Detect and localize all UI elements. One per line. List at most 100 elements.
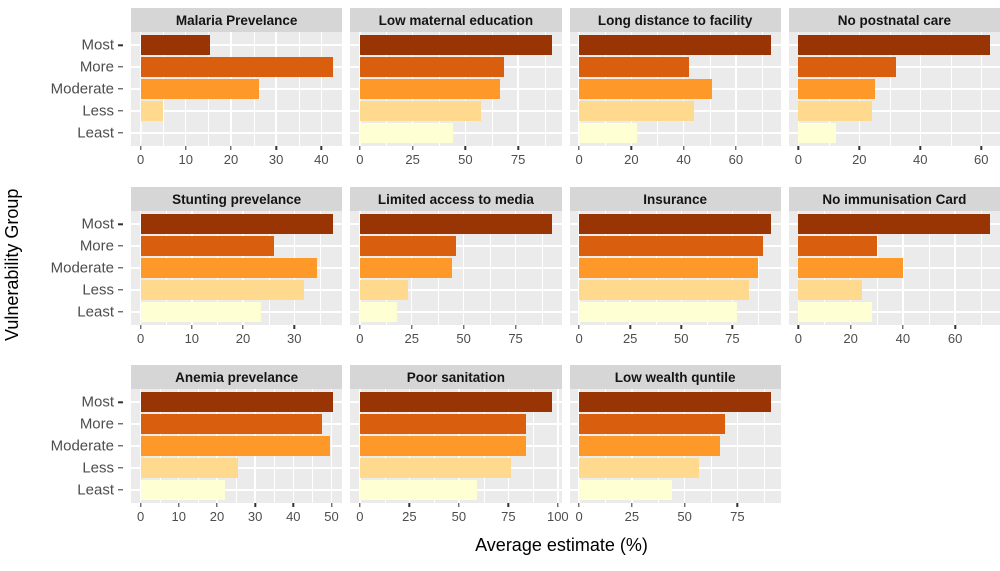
- gridline-major: [359, 389, 361, 503]
- x-tick-label: 10: [178, 152, 194, 167]
- x-tick-mark: [683, 503, 686, 507]
- x-tick-label: 40: [314, 152, 329, 167]
- x-tick-label: 0: [356, 331, 364, 346]
- facet: No immunisation Card 0 20 40 60: [788, 187, 1000, 351]
- gridline-major: [954, 211, 956, 325]
- x-tick-label: 50: [324, 509, 339, 524]
- y-tick-mark: [118, 44, 123, 46]
- facet-x-axis: 0 25 50 75: [570, 325, 781, 351]
- category-label: Most: [81, 36, 114, 54]
- x-tick-mark: [578, 325, 580, 329]
- facet-row: Most More Moderate Less Least Malaria Prevela…: [30, 8, 1000, 172]
- facet-x-axis: 0 25 50 75: [350, 325, 561, 351]
- bar-less: [579, 101, 695, 121]
- x-tick-label: 30: [247, 509, 263, 524]
- bar-most: [579, 35, 772, 55]
- x-tick-label: 20: [209, 509, 225, 524]
- category-label: Least: [77, 303, 114, 321]
- bar-moderate: [579, 436, 721, 456]
- y-tick-mark: [118, 401, 123, 403]
- gridline-horizontal: [350, 311, 562, 313]
- facet-title-strip: Limited access to media: [350, 187, 562, 211]
- x-tick-mark: [191, 325, 193, 329]
- bar-moderate: [140, 79, 260, 99]
- gridline-major: [797, 211, 800, 325]
- facet-x-axis: 0 25 50 75 100: [350, 503, 569, 529]
- gridline-minor: [541, 211, 543, 325]
- bar-moderate: [140, 258, 318, 278]
- facet: Insurance 0 25 50 75: [569, 187, 781, 351]
- gridline-minor: [981, 211, 982, 325]
- bar-more: [140, 236, 274, 256]
- category-axis-labels: Most More Moderate Less Least: [30, 187, 123, 351]
- facet-x-axis: 0 10 20 30: [131, 325, 342, 351]
- facet: Limited access to media 0 25 50 75: [350, 187, 562, 351]
- facet-title: Malaria Prevelance: [175, 12, 298, 28]
- y-tick-mark: [118, 132, 123, 134]
- facet-x-axis: 0 20 40 60: [789, 146, 1000, 172]
- facet-panel: [131, 211, 343, 325]
- gridline-major: [578, 389, 580, 503]
- bar-less: [798, 280, 863, 300]
- y-tick-mark: [118, 110, 123, 112]
- x-tick-label: 40: [676, 152, 691, 167]
- category-label: More: [79, 58, 114, 76]
- gridline-horizontal: [569, 132, 781, 134]
- facet-title-strip: Low wealth quntile: [569, 365, 781, 389]
- facet-title-strip: No immunisation Card: [788, 187, 1000, 211]
- category-label: Moderate: [50, 80, 114, 98]
- category-axis-labels: Most More Moderate Less Least: [30, 365, 123, 529]
- x-tick-mark: [139, 146, 142, 150]
- x-tick-mark: [849, 325, 852, 329]
- x-tick-label: 60: [728, 152, 744, 167]
- y-tick-mark: [118, 489, 123, 491]
- bar-least: [579, 301, 738, 322]
- bar-most: [140, 214, 333, 234]
- facet-title-strip: No postnatal care: [788, 8, 1000, 32]
- gridline-minor: [757, 211, 759, 325]
- bar-least: [140, 301, 261, 322]
- x-tick-label: 25: [622, 331, 638, 346]
- gridline-major: [139, 389, 142, 503]
- y-tick-mark: [118, 223, 123, 225]
- x-tick-label: 0: [356, 509, 364, 524]
- gridline-major: [275, 32, 277, 146]
- bar-more: [579, 414, 725, 434]
- facet-title-strip: Low maternal education: [350, 8, 562, 32]
- x-tick-label: 75: [510, 152, 526, 167]
- x-tick-label: 50: [458, 152, 473, 167]
- x-tick-mark: [797, 325, 800, 329]
- facet-title: No postnatal care: [837, 12, 952, 28]
- bar-less: [140, 280, 305, 300]
- gridline-horizontal: [569, 489, 781, 491]
- x-tick-mark: [462, 325, 465, 329]
- facet: Malaria Prevelance 0 10 20 30 40: [131, 8, 343, 172]
- x-tick-label: 50: [674, 331, 689, 346]
- x-tick-label: 0: [794, 331, 802, 346]
- category-label: More: [79, 415, 114, 433]
- gridline-horizontal: [788, 289, 1000, 291]
- bar-less: [798, 101, 872, 121]
- x-tick-label: 50: [677, 509, 692, 524]
- x-tick-mark: [178, 503, 180, 507]
- bar-most: [140, 392, 333, 412]
- gridline-major: [517, 32, 519, 146]
- x-tick-mark: [517, 146, 519, 150]
- gridline-minor: [533, 389, 534, 503]
- x-tick-mark: [629, 325, 631, 329]
- x-axis-title: Average estimate (%): [475, 535, 648, 555]
- x-tick-label: 0: [575, 331, 583, 346]
- gridline-major: [359, 32, 361, 146]
- x-tick-mark: [408, 503, 411, 507]
- category-label: Less: [82, 102, 114, 120]
- x-tick-label: 30: [287, 331, 302, 346]
- x-tick-mark: [858, 146, 861, 150]
- gridline-horizontal: [788, 245, 1000, 247]
- category-label: Moderate: [50, 437, 114, 455]
- x-tick-label: 0: [575, 152, 583, 167]
- x-tick-mark: [230, 146, 232, 150]
- facet-panel: [788, 32, 1000, 146]
- x-tick-mark: [507, 503, 510, 507]
- x-tick-label: 30: [268, 152, 284, 167]
- facet-title: Long distance to facility: [597, 12, 753, 28]
